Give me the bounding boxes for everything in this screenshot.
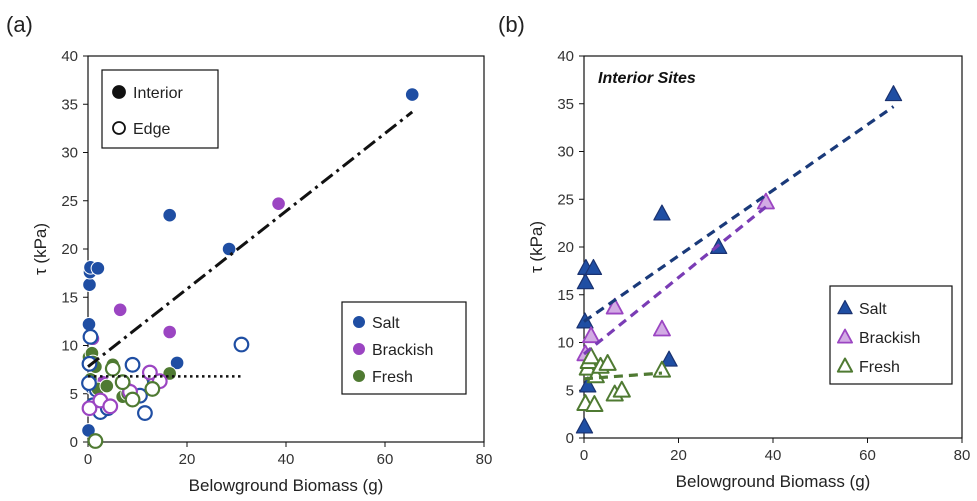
trendline-dashed [583,105,895,323]
legend-label-interior: Interior [133,85,183,102]
point-fresh [582,347,601,365]
x-axis-label: Belowground Biomass (g) [676,472,871,491]
y-tick-label: 35 [61,96,78,113]
point-fresh [612,380,631,398]
point-brackish-edge [81,400,98,417]
y-tick-label: 5 [566,382,574,399]
point-salt [575,417,594,434]
point-salt-interior [221,241,237,257]
point-brackish-interior [271,196,286,211]
legend-label-brackish: Brackish [372,342,433,359]
point-fresh-edge [124,391,141,408]
y-tick-label: 0 [566,430,574,447]
marker-legend-box [101,69,219,149]
y-tick-label: 35 [557,96,574,113]
x-tick-label: 0 [580,447,588,464]
point-salt [576,273,595,290]
point-fresh-edge [144,381,161,397]
point-fresh [585,395,604,412]
panel-label: (b) [498,12,525,37]
y-tick-label: 30 [61,145,78,162]
point-salt [884,85,903,102]
legend-label-edge: Edge [133,121,170,138]
legend-marker-interior [112,85,126,99]
x-tick-label: 60 [377,451,394,468]
x-tick-label: 80 [476,451,493,468]
trendline-dashed [582,205,767,356]
y-tick-label: 30 [557,144,574,161]
point-salt [653,204,671,221]
y-axis-label: τ (kPa) [527,221,546,273]
y-tick-label: 20 [557,239,574,256]
legend-swatch-brackish [352,342,366,356]
point-salt-edge [233,336,250,353]
panel-inner-title: Interior Sites [598,70,696,87]
y-tick-label: 0 [70,434,78,451]
legend-swatch-fresh [836,357,854,373]
point-salt-interior [81,423,96,438]
x-tick-label: 60 [859,447,876,464]
y-tick-label: 5 [70,386,78,403]
point-brackish-interior [112,302,128,318]
x-tick-label: 80 [954,447,971,464]
legend-swatch-salt [837,299,853,315]
point-salt-edge [82,328,99,345]
point-fresh-edge [114,374,131,391]
legend-label-fresh: Fresh [372,369,413,386]
legend-label-brackish: Brackish [859,330,920,347]
y-tick-label: 40 [557,48,574,65]
y-tick-label: 10 [61,338,78,355]
x-tick-label: 0 [84,451,92,468]
point-salt-interior [404,87,420,102]
point-brackish [582,326,601,344]
point-salt-edge [81,375,97,392]
y-axis-label: τ (kPa) [31,223,50,275]
point-fresh-edge [104,360,121,377]
y-tick-label: 20 [61,241,78,258]
y-tick-label: 10 [557,335,574,352]
point-fresh-edge [87,433,104,449]
point-brackish-edge [141,364,158,381]
legend-swatch-brackish [836,328,854,344]
legend-label-salt: Salt [859,301,887,318]
x-axis-label: Belowground Biomass (g) [189,476,384,495]
legend-swatch-salt [352,315,366,329]
point-salt-edge [124,356,141,373]
x-tick-label: 20 [179,451,196,468]
point-salt [579,376,597,393]
point-salt [584,258,603,275]
point-salt-interior [82,277,97,293]
y-tick-label: 25 [61,193,78,210]
trendline-dash-dot [87,110,414,368]
data-points [81,87,420,449]
point-brackish-edge [102,398,119,415]
point-salt-interior [90,261,106,276]
point-brackish [605,297,624,315]
legend-swatch-fresh [352,369,366,383]
y-tick-label: 40 [61,48,78,65]
y-tick-label: 25 [557,191,574,208]
point-salt [660,350,678,367]
point-brackish [652,319,671,337]
point-fresh [598,354,617,371]
point-salt-edge [137,405,153,421]
x-tick-label: 20 [670,447,687,464]
trendline-dashed [583,371,663,381]
legend-label-fresh: Fresh [859,359,900,376]
point-brackish-interior [162,324,177,340]
x-tick-label: 40 [278,451,295,468]
legend-marker-edge [112,121,126,135]
point-salt-interior [169,355,185,371]
point-salt-interior [81,316,97,332]
x-tick-label: 40 [765,447,782,464]
point-fresh [652,360,672,378]
point-salt-interior [162,207,177,223]
panel-label: (a) [6,12,33,37]
y-tick-label: 15 [557,287,574,304]
legend-label-salt: Salt [372,315,400,332]
point-fresh-interior [99,378,115,394]
y-tick-label: 15 [61,289,78,306]
